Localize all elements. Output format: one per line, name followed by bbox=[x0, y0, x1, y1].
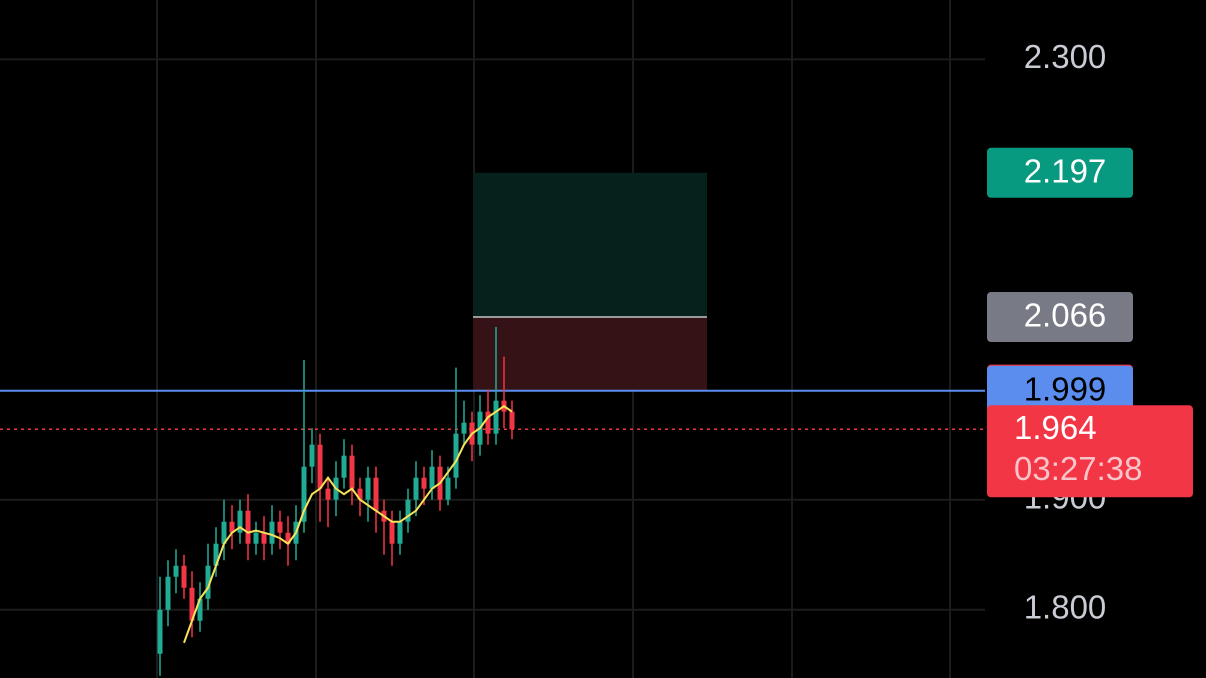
candle-body bbox=[317, 444, 323, 489]
candle-body bbox=[373, 477, 379, 511]
candle-body bbox=[325, 488, 331, 500]
stop-zone bbox=[473, 316, 707, 391]
candle-body bbox=[301, 466, 307, 522]
candle-body bbox=[277, 521, 283, 533]
candle-body bbox=[205, 565, 211, 599]
current-price-tag bbox=[987, 405, 1193, 498]
candle-body bbox=[365, 477, 371, 500]
candle-body bbox=[157, 609, 163, 654]
candle-body bbox=[213, 543, 219, 566]
candle-body bbox=[197, 598, 203, 621]
candle-body bbox=[253, 532, 259, 544]
candle-body bbox=[429, 466, 435, 489]
candle-body bbox=[445, 477, 451, 500]
candle-body bbox=[453, 433, 459, 478]
candle-body bbox=[173, 565, 179, 577]
candle-body bbox=[181, 565, 187, 588]
candle-body bbox=[509, 411, 515, 430]
price-tag-label: 2.066 bbox=[1024, 297, 1107, 334]
candle-body bbox=[397, 521, 403, 544]
candle-body bbox=[189, 587, 195, 621]
candle-body bbox=[285, 532, 291, 544]
target-zone bbox=[473, 172, 707, 317]
candle-body bbox=[229, 521, 235, 533]
candle-body bbox=[341, 455, 347, 478]
candle-body bbox=[493, 400, 499, 434]
candle-body bbox=[421, 477, 427, 489]
price-tag-label: 1.999 bbox=[1024, 370, 1107, 407]
candle-body bbox=[389, 521, 395, 544]
candle-body bbox=[413, 477, 419, 500]
candle-body bbox=[309, 444, 315, 467]
price-tag bbox=[987, 291, 1133, 342]
y-tick-label: 2.300 bbox=[1024, 38, 1107, 75]
price-tag-label: 2.197 bbox=[1024, 153, 1107, 190]
candle-body bbox=[245, 510, 251, 544]
moving-average bbox=[183, 404, 513, 644]
y-tick-label: 1.800 bbox=[1024, 588, 1107, 625]
candle-body bbox=[237, 510, 243, 533]
countdown-label: 03:27:38 bbox=[1014, 450, 1142, 487]
candle-body bbox=[357, 488, 363, 500]
candle-body bbox=[349, 455, 355, 489]
price-tag bbox=[987, 365, 1133, 416]
candle-body bbox=[221, 521, 227, 544]
candle-body bbox=[261, 532, 267, 544]
current-price-label: 1.964 bbox=[1014, 409, 1097, 446]
candle-body bbox=[485, 411, 491, 434]
candle-body bbox=[405, 499, 411, 522]
candle-body bbox=[461, 422, 467, 434]
price-tag bbox=[987, 147, 1133, 198]
candle-body bbox=[165, 576, 171, 610]
candle-body bbox=[269, 521, 275, 544]
